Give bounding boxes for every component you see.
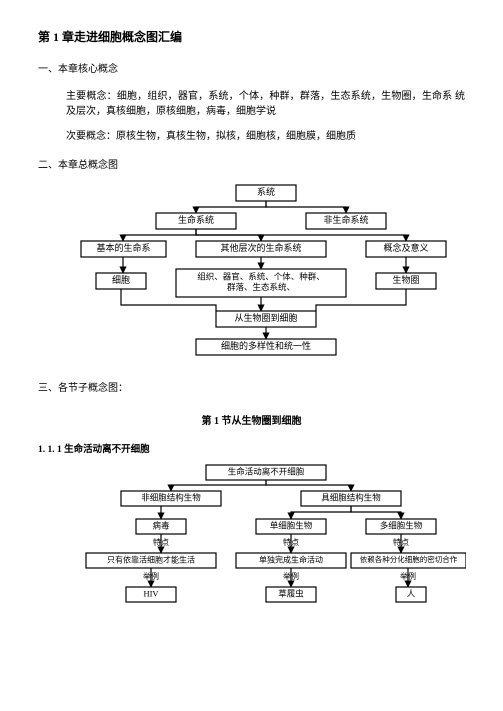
section3-heading: 三、各节子概念图：	[38, 381, 465, 396]
concept-diagram-1: 系统生命系统 非生命系统基本的生命系 其他层次的生命系统 概念及意义细胞 组织、器官、系…	[66, 183, 465, 363]
svg-text:生命系统: 生命系统	[178, 214, 214, 225]
section3-sublabel: 1. 1. 1 生命活动离不开细胞	[38, 443, 465, 457]
svg-text:只有依靠活细胞才能生活: 只有依靠活细胞才能生活	[107, 555, 195, 565]
svg-text:概念及意义: 概念及意义	[383, 242, 428, 253]
svg-text:系统: 系统	[257, 186, 275, 197]
svg-text:单细胞生物: 单细胞生物	[270, 521, 313, 531]
svg-text:多细胞生物: 多细胞生物	[380, 521, 423, 531]
svg-text:细胞: 细胞	[112, 274, 130, 285]
svg-text:依赖各种分化细胞的密切合作: 依赖各种分化细胞的密切合作	[360, 554, 458, 564]
svg-text:其他层次的生命系统: 其他层次的生命系统	[220, 242, 301, 253]
section2-heading: 二、本章总概念图	[38, 158, 465, 173]
svg-text:具细胞结构生物: 具细胞结构生物	[321, 493, 381, 503]
page-title: 第 1 章走进细胞概念图汇编	[38, 28, 465, 46]
svg-text:细胞的多样性和统一性: 细胞的多样性和统一性	[221, 340, 311, 351]
svg-text:HIV: HIV	[143, 589, 159, 599]
svg-text:草履虫: 草履虫	[278, 589, 304, 599]
section3-subtitle: 第 1 节从生物圈到细胞	[38, 414, 465, 429]
section1-p2: 次要概念：原核生物，真核生物，拟核，细胞核，细胞膜，细胞质	[66, 129, 465, 144]
svg-text:非细胞结构生物: 非细胞结构生物	[141, 493, 201, 503]
concept-diagram-2: 生命活动离不开细胞非细胞结构生物具细胞结构生物病毒单细胞生物多细胞生物特点特点特…	[66, 463, 465, 621]
svg-text:非生命系统: 非生命系统	[323, 214, 368, 225]
svg-text:生物圈: 生物圈	[392, 274, 419, 285]
svg-text:从生物圈到细胞: 从生物圈到细胞	[234, 312, 297, 323]
svg-text:基本的生命系: 基本的生命系	[96, 242, 150, 253]
section1-p1: 主要概念：细胞，组织，器官，系统，个体，种群，群落，生态系统，生物圈，生命系 统…	[66, 89, 465, 119]
svg-text:生命活动离不开细胞: 生命活动离不开细胞	[228, 467, 305, 477]
svg-text:单独完成生命活动: 单独完成生命活动	[259, 555, 323, 565]
section1-heading: 一、本章核心概念	[38, 62, 465, 77]
svg-text:组织、器官、系统、个体、种群、: 组织、器官、系统、个体、种群、	[197, 272, 325, 282]
svg-text:群落、生态系统、: 群落、生态系统、	[227, 282, 295, 292]
svg-text:人: 人	[407, 589, 416, 599]
svg-text:病毒: 病毒	[152, 521, 170, 531]
